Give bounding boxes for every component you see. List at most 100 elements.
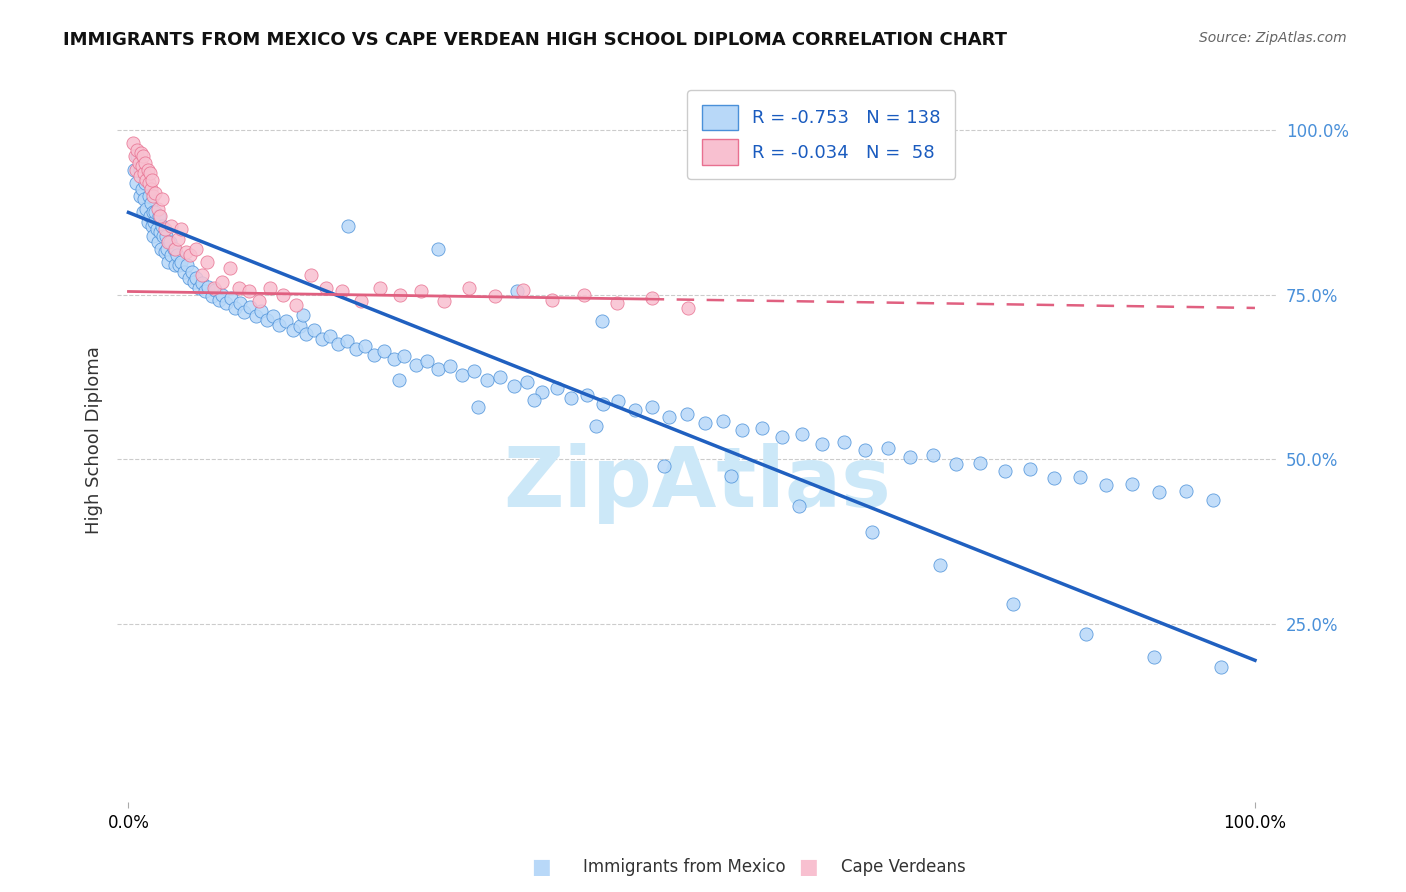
Point [134, 192, 156, 206]
Point [315, 281, 337, 295]
Point [228, 281, 250, 295]
Point [898, 450, 921, 465]
Point [641, 291, 664, 305]
Point [332, 285, 354, 299]
Point [173, 265, 195, 279]
Point [142, 189, 165, 203]
Point [475, 373, 498, 387]
Point [152, 228, 174, 243]
Point [546, 381, 568, 395]
Point [156, 235, 179, 249]
Point [695, 416, 717, 430]
Point [245, 309, 267, 323]
Point [135, 172, 157, 186]
Point [135, 202, 157, 216]
Point [211, 275, 233, 289]
Point [145, 186, 167, 200]
Point [127, 149, 149, 163]
Y-axis label: High School Diploma: High School Diploma [86, 346, 103, 533]
Text: ZipAtlas: ZipAtlas [503, 442, 891, 524]
Point [156, 255, 179, 269]
Point [921, 449, 943, 463]
Point [122, 136, 145, 151]
Point [790, 427, 813, 442]
Point [128, 189, 150, 203]
Point [349, 294, 371, 309]
Point [184, 242, 207, 256]
Point [224, 301, 246, 315]
Point [641, 401, 664, 415]
Point [439, 359, 461, 373]
Text: Cape Verdeans: Cape Verdeans [841, 858, 966, 876]
Point [195, 255, 218, 269]
Point [247, 294, 270, 309]
Point [484, 289, 506, 303]
Point [132, 149, 155, 163]
Text: ■: ■ [531, 857, 551, 877]
Point [731, 423, 754, 437]
Legend: R = -0.753   N = 138, R = -0.034   N =  58: R = -0.753 N = 138, R = -0.034 N = 58 [688, 90, 955, 179]
Point [676, 407, 699, 421]
Point [250, 304, 273, 318]
Text: ■: ■ [799, 857, 818, 877]
Point [180, 265, 202, 279]
Point [139, 182, 162, 196]
Point [153, 222, 176, 236]
Point [149, 209, 172, 223]
Point [457, 281, 479, 295]
Point [1175, 483, 1198, 498]
Point [606, 296, 628, 310]
Point [239, 300, 262, 314]
Point [131, 182, 153, 196]
Point [262, 309, 284, 323]
Point [319, 328, 342, 343]
Point [197, 280, 219, 294]
Point [129, 146, 152, 161]
Point [201, 289, 224, 303]
Point [770, 430, 793, 444]
Point [832, 434, 855, 449]
Point [1018, 462, 1040, 476]
Point [136, 162, 159, 177]
Point [572, 287, 595, 301]
Point [1069, 469, 1091, 483]
Point [502, 379, 524, 393]
Point [167, 232, 190, 246]
Point [787, 499, 810, 513]
Point [156, 242, 179, 256]
Point [125, 176, 148, 190]
Point [194, 285, 217, 299]
Point [174, 244, 197, 259]
Point [382, 352, 405, 367]
Point [128, 156, 150, 170]
Point [138, 176, 160, 190]
Point [190, 268, 212, 282]
Point [969, 456, 991, 470]
Point [160, 248, 183, 262]
Point [145, 222, 167, 236]
Point [288, 318, 311, 333]
Point [354, 339, 377, 353]
Point [141, 172, 163, 186]
Point [179, 248, 201, 262]
Point [416, 353, 439, 368]
Point [139, 195, 162, 210]
Point [238, 285, 260, 299]
Point [134, 166, 156, 180]
Point [166, 248, 188, 262]
Point [394, 349, 416, 363]
Point [1001, 597, 1024, 611]
Point [433, 294, 456, 309]
Point [304, 323, 326, 337]
Point [560, 391, 582, 405]
Point [229, 295, 252, 310]
Point [368, 281, 391, 295]
Point [467, 400, 489, 414]
Point [751, 421, 773, 435]
Point [141, 219, 163, 233]
Point [711, 413, 734, 427]
Point [624, 403, 647, 417]
Point [720, 469, 742, 483]
Point [292, 308, 315, 322]
Point [149, 225, 172, 239]
